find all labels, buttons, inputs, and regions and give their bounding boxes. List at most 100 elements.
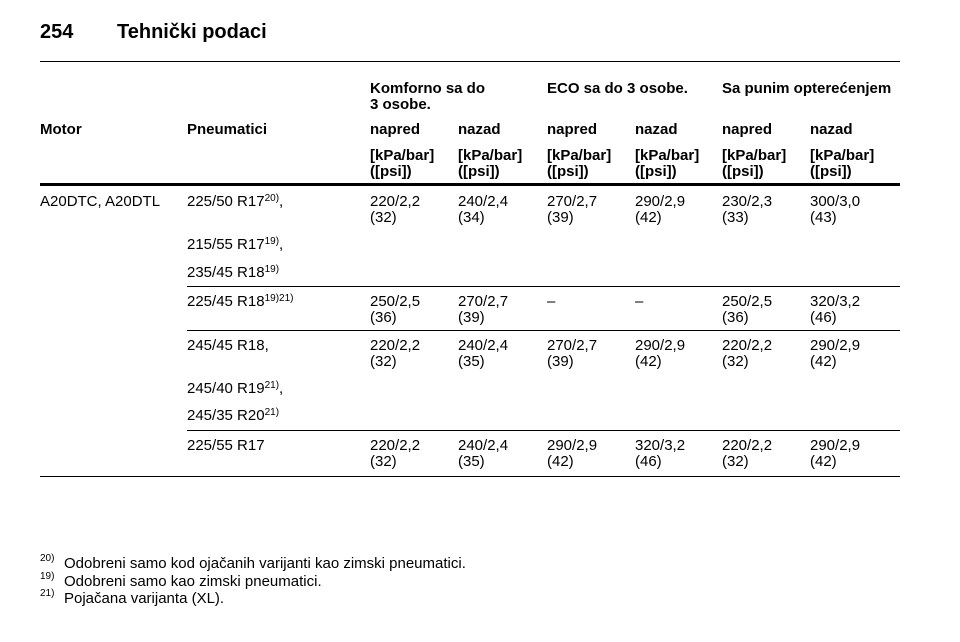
separator: ,: [264, 337, 269, 354]
rule: [187, 286, 900, 287]
unit-label: ([psi]): [458, 163, 500, 180]
pressure: 240/2,4: [458, 337, 509, 354]
pressure: (32): [370, 453, 397, 470]
pressure: (34): [458, 209, 485, 226]
pressure: 220/2,2: [370, 193, 421, 210]
footnote-mark: 21): [40, 588, 55, 599]
column-header: napred: [547, 121, 598, 138]
tyre: 225/45 R1819)21): [187, 294, 293, 310]
unit-label: ([psi]): [547, 163, 589, 180]
pressure: (36): [370, 309, 397, 326]
footnote-ref: 19): [264, 264, 280, 275]
tyre-size: 235/45 R18: [187, 264, 265, 281]
footnote-text: Pojačana varijanta (XL).: [64, 590, 225, 607]
pressure: 220/2,2: [370, 437, 421, 454]
footnote-mark: 19): [40, 570, 55, 582]
pressure: (36): [722, 309, 749, 326]
pressure: 290/2,9: [547, 437, 598, 454]
footnote-text: Odobreni samo kao zimski pneumatici.: [64, 572, 322, 590]
group-header: Sa punim opterećenjem: [722, 80, 892, 97]
column-header: nazad: [810, 121, 853, 138]
pressure: 250/2,5: [722, 293, 773, 310]
footnote-ref: 19): [264, 236, 280, 247]
pressure: (35): [458, 353, 485, 370]
pressure: 250/2,5: [370, 293, 421, 310]
pressure: (39): [547, 209, 574, 226]
tyre: 245/40 R1921),: [187, 381, 283, 397]
motor: A20DTC, A20DTL: [40, 193, 161, 210]
tyre: 225/50 R1720),: [187, 194, 283, 210]
pressure: (32): [722, 453, 749, 470]
column-header: nazad: [635, 121, 678, 138]
tyre: 245/45 R18,: [187, 338, 269, 354]
page-title: Tehnički podaci: [117, 21, 267, 43]
footnote-ref: 20): [264, 193, 280, 204]
rule: [40, 476, 900, 477]
pressure: (42): [810, 453, 837, 470]
tyre: 215/55 R1719),: [187, 237, 283, 253]
column-header: Pneumatici: [187, 121, 268, 138]
pressure: 240/2,4: [458, 193, 509, 210]
pressure: (42): [810, 353, 837, 370]
tyre-size: 225/45 R18: [187, 293, 265, 310]
pressure: 290/2,9: [635, 337, 686, 354]
rule: [187, 330, 900, 331]
pressure: (46): [810, 309, 837, 326]
rule: [40, 183, 900, 186]
group-header: Komforno sa do: [370, 80, 485, 97]
unit-label: [kPa/bar]: [370, 147, 435, 164]
rule: [187, 430, 900, 431]
separator: ,: [279, 236, 284, 253]
tyre-size: 225/55 R17: [187, 437, 265, 454]
unit-label: [kPa/bar]: [458, 147, 523, 164]
footnote-ref: 21): [264, 407, 280, 418]
pressure: 290/2,9: [635, 193, 686, 210]
pressure: 270/2,7: [547, 193, 598, 210]
pressure: (42): [635, 209, 662, 226]
pressure: 320/3,2: [635, 437, 686, 454]
unit-label: ([psi]): [635, 163, 677, 180]
tyre-size: 245/35 R20: [187, 407, 265, 424]
pressure: (39): [547, 353, 574, 370]
unit-label: [kPa/bar]: [810, 147, 875, 164]
page-number: 254: [40, 21, 74, 43]
pressure: (43): [810, 209, 837, 226]
pressure: 290/2,9: [810, 437, 861, 454]
pressure: (32): [722, 353, 749, 370]
column-header: nazad: [458, 121, 501, 138]
pressure: 270/2,7: [547, 337, 598, 354]
tyre-size: 245/40 R19: [187, 380, 265, 397]
tyre: 225/55 R17: [187, 438, 265, 454]
pressure: 220/2,2: [722, 437, 773, 454]
tyre: 245/35 R2021): [187, 408, 279, 424]
pressure: 270/2,7: [458, 293, 509, 310]
unit-label: [kPa/bar]: [635, 147, 700, 164]
pressure: (33): [722, 209, 749, 226]
footnote-ref: 19)21): [264, 293, 294, 304]
pressure: –: [635, 293, 644, 310]
pressure: (35): [458, 453, 485, 470]
column-header: Motor: [40, 121, 82, 138]
pressure: 240/2,4: [458, 437, 509, 454]
unit-label: ([psi]): [810, 163, 852, 180]
column-header: napred: [722, 121, 773, 138]
separator: ,: [279, 380, 284, 397]
tyre: 235/45 R1819): [187, 265, 279, 281]
pressure: 220/2,2: [722, 337, 773, 354]
pressure: (32): [370, 353, 397, 370]
pressure: 300/3,0: [810, 193, 861, 210]
footnote-mark: 20): [40, 553, 55, 564]
tyre-size: 245/45 R18: [187, 337, 265, 354]
footnote-text: Odobreni samo kod ojačanih varijanti kao…: [64, 555, 466, 572]
footnote-ref: 21): [264, 380, 280, 391]
group-header: ECO sa do 3 osobe.: [547, 80, 688, 97]
unit-label: [kPa/bar]: [722, 147, 787, 164]
unit-label: [kPa/bar]: [547, 147, 612, 164]
separator: ,: [279, 193, 284, 210]
pressure: (39): [458, 309, 485, 326]
rule: [40, 61, 900, 62]
unit-label: ([psi]): [370, 163, 412, 180]
pressure: 320/3,2: [810, 293, 861, 310]
tyre-size: 225/50 R17: [187, 193, 265, 210]
